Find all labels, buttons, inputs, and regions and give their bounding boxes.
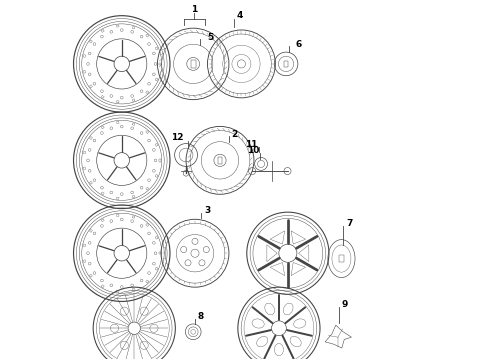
Bar bbox=[146, 131, 149, 134]
Bar bbox=[132, 123, 135, 125]
Bar bbox=[155, 47, 158, 50]
Bar bbox=[90, 136, 93, 139]
Text: 12: 12 bbox=[171, 133, 183, 142]
Bar bbox=[146, 91, 149, 94]
Bar bbox=[191, 60, 196, 68]
Bar bbox=[101, 95, 104, 98]
Bar bbox=[155, 174, 158, 177]
Bar bbox=[132, 99, 135, 102]
Bar bbox=[159, 159, 161, 162]
Bar bbox=[155, 236, 158, 239]
Text: 5: 5 bbox=[207, 33, 213, 42]
Bar bbox=[101, 219, 104, 222]
Bar bbox=[132, 26, 135, 29]
Text: 11: 11 bbox=[245, 140, 257, 149]
Bar bbox=[101, 192, 104, 195]
Bar bbox=[90, 274, 93, 277]
Bar bbox=[117, 101, 119, 103]
Bar bbox=[83, 71, 86, 73]
Text: 6: 6 bbox=[295, 40, 301, 49]
Text: 9: 9 bbox=[342, 300, 348, 309]
Bar bbox=[90, 181, 93, 184]
Bar bbox=[90, 229, 93, 232]
Bar bbox=[117, 25, 119, 27]
Bar bbox=[117, 197, 119, 199]
Bar bbox=[117, 290, 119, 292]
Bar bbox=[90, 85, 93, 88]
Bar bbox=[155, 78, 158, 81]
Bar bbox=[117, 214, 119, 216]
Text: 10: 10 bbox=[246, 146, 259, 155]
Bar bbox=[132, 195, 135, 198]
Bar bbox=[284, 61, 288, 67]
Bar bbox=[146, 224, 149, 226]
Bar bbox=[83, 151, 86, 154]
Text: 7: 7 bbox=[346, 220, 352, 229]
Bar bbox=[90, 40, 93, 43]
Bar bbox=[155, 143, 158, 146]
Bar bbox=[101, 126, 104, 129]
Text: 8: 8 bbox=[198, 312, 204, 321]
Bar bbox=[83, 244, 86, 247]
Bar bbox=[155, 267, 158, 270]
Bar bbox=[146, 280, 149, 283]
Bar bbox=[117, 121, 119, 123]
Bar bbox=[218, 157, 222, 164]
Bar bbox=[132, 288, 135, 291]
Bar bbox=[132, 216, 135, 218]
Bar bbox=[101, 30, 104, 32]
Bar bbox=[146, 187, 149, 190]
Bar bbox=[83, 167, 86, 170]
Bar bbox=[339, 255, 344, 262]
Bar bbox=[159, 63, 161, 65]
Bar bbox=[101, 285, 104, 288]
Bar bbox=[83, 260, 86, 262]
Text: 4: 4 bbox=[236, 11, 243, 20]
Bar bbox=[159, 252, 161, 255]
Text: 3: 3 bbox=[204, 206, 211, 215]
Bar bbox=[146, 34, 149, 37]
Text: 2: 2 bbox=[231, 130, 238, 139]
Bar bbox=[83, 55, 86, 57]
Text: 1: 1 bbox=[191, 5, 197, 14]
